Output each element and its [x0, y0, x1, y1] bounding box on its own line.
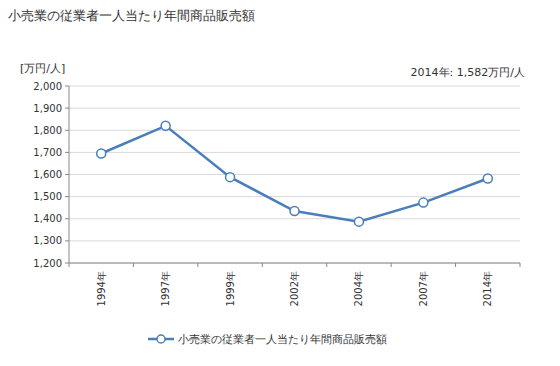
y-tick-label: 2,000: [33, 81, 62, 92]
point: [161, 121, 170, 130]
y-axis-label: [万円/人]: [20, 62, 65, 75]
x-tick-label: 1997年: [160, 271, 171, 306]
y-axis: [69, 86, 70, 263]
y-tick-label: 1,500: [33, 191, 62, 202]
point: [97, 149, 106, 158]
grid-line: [69, 196, 520, 197]
y-tick: [65, 130, 69, 131]
y-tick-label: 1,300: [33, 235, 62, 246]
point: [354, 217, 363, 226]
x-tick: [391, 263, 392, 267]
grid-line: [69, 86, 520, 87]
grid-line: [69, 152, 520, 153]
annotation: 2014年: 1,582万円/人: [411, 66, 525, 79]
grid-line: [69, 174, 520, 175]
x-tick: [326, 263, 327, 267]
y-tick: [65, 108, 69, 109]
x-tick: [455, 263, 456, 267]
point: [483, 174, 492, 183]
y-tick-label: 1,400: [33, 213, 62, 224]
y-tick-label: 1,900: [33, 103, 62, 114]
x-tick: [197, 263, 198, 267]
grid-line: [69, 130, 520, 131]
y-tick-label: 1,800: [33, 125, 62, 136]
grid-line: [69, 240, 520, 241]
grid-line: [69, 263, 520, 264]
y-tick: [65, 196, 69, 197]
y-tick-label: 1,200: [33, 258, 62, 269]
point: [290, 207, 299, 216]
y-tick: [65, 240, 69, 241]
x-tick-label: 2007年: [418, 271, 429, 306]
y-tick: [65, 218, 69, 219]
x-tick: [520, 263, 521, 267]
point: [226, 173, 235, 182]
x-tick-label: 2004年: [353, 271, 364, 306]
grid-line: [69, 108, 520, 109]
x-tick: [133, 263, 134, 267]
x-tick: [69, 263, 70, 267]
y-tick: [65, 174, 69, 175]
y-tick-label: 1,700: [33, 147, 62, 158]
y-tick-label: 1,600: [33, 169, 62, 180]
title: 小売業の従業者一人当たり年間商品販売額: [8, 8, 255, 23]
x-tick-label: 2014年: [482, 271, 493, 306]
x-axis: [69, 263, 520, 264]
plot-marks: [97, 121, 493, 226]
y-tick: [65, 263, 69, 264]
x-tick-label: 1999年: [225, 271, 236, 306]
point: [419, 198, 428, 207]
legend: 小売業の従業者一人当たり年間商品販売額: [148, 333, 387, 346]
legend-label: 小売業の従業者一人当たり年間商品販売額: [178, 333, 387, 346]
legend-marker: [157, 335, 165, 343]
x-tick: [262, 263, 263, 267]
y-tick: [65, 86, 69, 87]
y-tick: [65, 152, 69, 153]
x-tick-label: 1994年: [96, 271, 107, 306]
chart: 小売業の従業者一人当たり年間商品販売額 [万円/人] 2014年: 1,582万円/…: [0, 0, 560, 366]
x-tick-label: 2002年: [289, 271, 300, 306]
grid-line: [69, 218, 520, 219]
series-line: [101, 126, 488, 222]
